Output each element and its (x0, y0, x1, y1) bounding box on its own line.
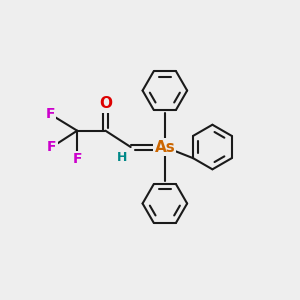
Text: F: F (46, 107, 55, 121)
Text: F: F (47, 140, 57, 154)
Text: O: O (99, 96, 112, 111)
Text: H: H (117, 151, 128, 164)
Text: As: As (154, 140, 175, 154)
Text: F: F (72, 152, 82, 166)
